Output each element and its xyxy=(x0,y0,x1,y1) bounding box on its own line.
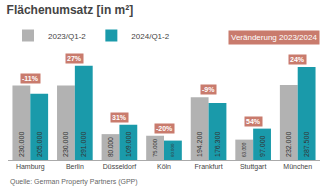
svg-text:-9%: -9% xyxy=(202,86,215,93)
svg-text:60.000: 60.000 xyxy=(170,143,175,157)
svg-text:54%: 54% xyxy=(246,118,261,125)
svg-text:31%: 31% xyxy=(112,114,127,121)
svg-text:-20%: -20% xyxy=(156,125,173,132)
svg-text:230.000: 230.000 xyxy=(18,132,25,157)
svg-text:97.000: 97.000 xyxy=(259,135,266,157)
svg-text:109.000: 109.000 xyxy=(125,132,132,157)
svg-text:-11%: -11% xyxy=(22,75,39,82)
svg-text:27%: 27% xyxy=(67,55,82,62)
svg-text:80.000: 80.000 xyxy=(107,137,114,157)
svg-text:176.300: 176.300 xyxy=(214,132,221,157)
svg-text:63.000: 63.000 xyxy=(242,142,247,157)
svg-text:Düsseldorf: Düsseldorf xyxy=(103,163,137,170)
svg-text:Berlin: Berlin xyxy=(66,163,84,170)
svg-text:Veränderung 2023/2024: Veränderung 2023/2024 xyxy=(231,33,317,42)
svg-text:291.000: 291.000 xyxy=(80,132,87,157)
svg-text:287.500: 287.500 xyxy=(303,132,310,157)
svg-text:24%: 24% xyxy=(290,56,305,63)
svg-text:75.000: 75.000 xyxy=(152,138,158,157)
svg-text:Flächenumsatz [in m²]: Flächenumsatz [in m²] xyxy=(7,3,134,17)
svg-text:Quelle: German Property Partne: Quelle: German Property Partners (GPP) xyxy=(10,178,138,186)
svg-text:205.000: 205.000 xyxy=(36,132,43,157)
svg-text:2024/Q1-2: 2024/Q1-2 xyxy=(131,32,169,41)
svg-text:Stuttgart: Stuttgart xyxy=(240,163,267,171)
svg-text:230.000: 230.000 xyxy=(62,132,69,157)
svg-text:2023/Q1-2: 2023/Q1-2 xyxy=(48,32,86,41)
svg-text:Frankfurt: Frankfurt xyxy=(195,163,223,170)
svg-text:München: München xyxy=(283,163,312,170)
svg-text:Hamburg: Hamburg xyxy=(16,163,45,171)
svg-text:194.200: 194.200 xyxy=(196,132,203,157)
svg-text:232.000: 232.000 xyxy=(285,132,292,157)
svg-text:Köln: Köln xyxy=(157,163,171,170)
